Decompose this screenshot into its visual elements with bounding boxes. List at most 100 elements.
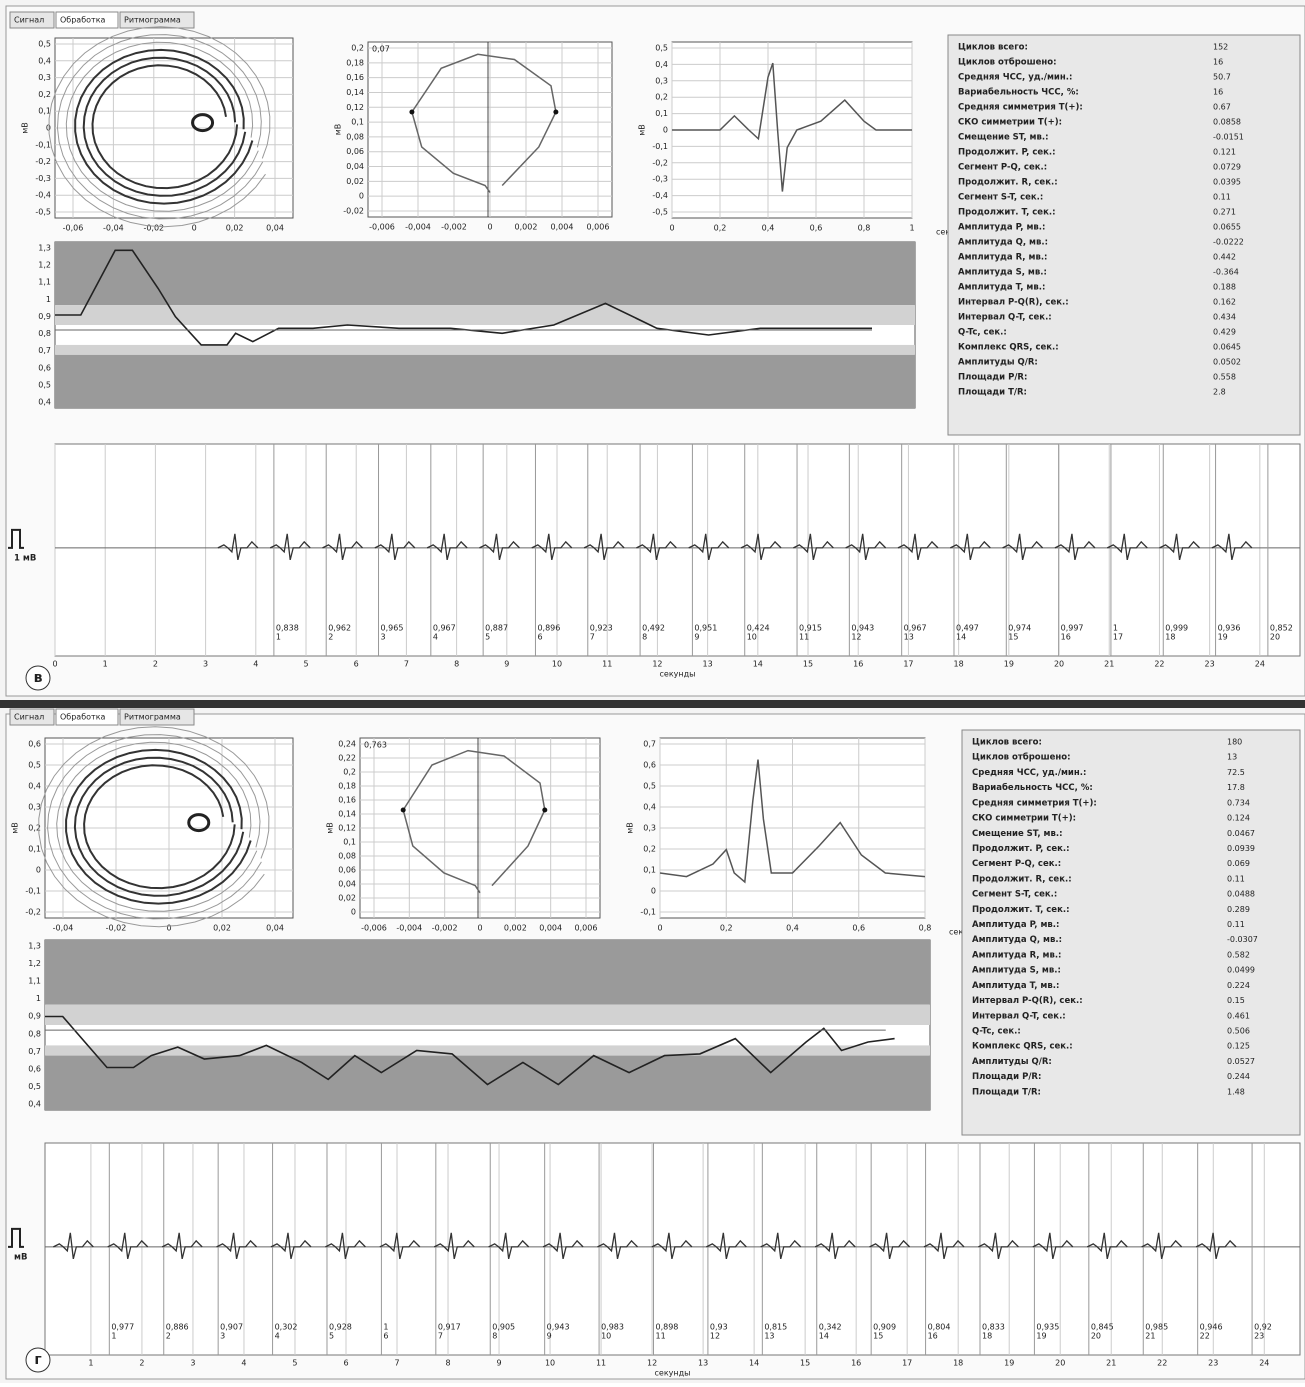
y-tick-label: 0,6 bbox=[28, 740, 41, 749]
interval-value: 0,887 bbox=[485, 624, 508, 633]
y-tick-label: -0,3 bbox=[35, 174, 51, 183]
y-tick-label: 0,6 bbox=[38, 363, 51, 372]
x-tick-label: -0,006 bbox=[361, 924, 387, 933]
interval-value: 0,886 bbox=[166, 1323, 189, 1332]
x-tick-label: 0 bbox=[477, 924, 482, 933]
band bbox=[55, 242, 915, 305]
stat-label: Циклов отброшено: bbox=[972, 752, 1071, 763]
x-tick-label: 0,2 bbox=[720, 924, 733, 933]
x-tick-label: 20 bbox=[1054, 660, 1064, 669]
interval-value: 0,93 bbox=[710, 1323, 728, 1332]
x-tick-label: -0,002 bbox=[432, 924, 458, 933]
x-tick-label: 5 bbox=[303, 660, 308, 669]
y-tick-label: -0,1 bbox=[652, 142, 668, 151]
x-tick-label: 7 bbox=[394, 1359, 399, 1368]
screenshot: СигналОбработкаРитмограмма0,50,40,30,20,… bbox=[0, 0, 1305, 1383]
y-tick-label: 0,5 bbox=[38, 40, 51, 49]
x-tick-label: 0 bbox=[166, 924, 171, 933]
stat-value: 152 bbox=[1213, 43, 1228, 52]
stat-label: Сегмент P-Q, сек.: bbox=[958, 163, 1047, 173]
stat-value: 0.11 bbox=[1227, 920, 1245, 929]
interval-value: 0,935 bbox=[1036, 1323, 1059, 1332]
x-tick-label: 0 bbox=[657, 924, 662, 933]
y-tick-label: 0,08 bbox=[346, 132, 364, 141]
x-tick-label: 1 bbox=[103, 660, 108, 669]
y-tick-label: -0,1 bbox=[25, 887, 41, 896]
stat-label: Комплекс QRS, сек.: bbox=[972, 1042, 1073, 1052]
y-tick-label: 0,7 bbox=[38, 346, 51, 355]
y-tick-label: -0,1 bbox=[35, 140, 51, 149]
stat-value: -0.0307 bbox=[1227, 935, 1258, 944]
y-tick-label: 0,14 bbox=[338, 810, 356, 819]
stat-value: 0.434 bbox=[1213, 313, 1236, 322]
x-tick-label: 23 bbox=[1205, 660, 1215, 669]
interval-index: 12 bbox=[710, 1332, 720, 1341]
interval-index: 1 bbox=[111, 1332, 116, 1341]
y-axis-label: мВ bbox=[11, 822, 20, 834]
interval-value: 0,92 bbox=[1254, 1323, 1272, 1332]
stat-value: 0.069 bbox=[1227, 859, 1250, 868]
x-tick-label: -0,06 bbox=[63, 224, 84, 233]
interval-value: 0,302 bbox=[275, 1323, 298, 1332]
x-tick-label: 24 bbox=[1259, 1359, 1269, 1368]
y-tick-label: 0,4 bbox=[38, 398, 51, 407]
x-tick-label: 0,6 bbox=[852, 924, 865, 933]
x-tick-label: 24 bbox=[1255, 660, 1265, 669]
y-tick-label: 0 bbox=[46, 124, 51, 133]
x-tick-label: 0,002 bbox=[515, 223, 538, 232]
x-tick-label: 16 bbox=[853, 660, 863, 669]
stat-label: Q-Tc, сек.: bbox=[972, 1026, 1021, 1036]
y-axis-label: мВ bbox=[326, 822, 335, 834]
y-tick-label: 0,9 bbox=[38, 312, 51, 321]
x-tick-label: -0,04 bbox=[103, 224, 124, 233]
interval-value: 0,915 bbox=[799, 624, 822, 633]
stat-value: 0.0858 bbox=[1213, 118, 1241, 127]
x-tick-label: 0,4 bbox=[762, 224, 775, 233]
interval-index: 5 bbox=[329, 1332, 334, 1341]
x-tick-label: 0,8 bbox=[858, 224, 871, 233]
x-axis-label: секунды bbox=[655, 1369, 691, 1378]
interval-value: 0,977 bbox=[111, 1323, 134, 1332]
y-tick-label: 0,24 bbox=[338, 740, 356, 749]
stat-value: 0.0729 bbox=[1213, 163, 1241, 172]
y-tick-label: 0,02 bbox=[346, 177, 364, 186]
marker bbox=[401, 808, 406, 813]
x-tick-label: 23 bbox=[1208, 1359, 1218, 1368]
y-tick-label: 1,3 bbox=[38, 244, 51, 253]
interval-index: 11 bbox=[655, 1332, 665, 1341]
y-tick-label: 0,5 bbox=[655, 44, 668, 53]
x-tick-label: 13 bbox=[703, 660, 713, 669]
y-tick-label: 0,22 bbox=[338, 754, 356, 763]
stat-label: Циклов всего: bbox=[958, 43, 1028, 53]
y-tick-label: 0,2 bbox=[38, 90, 51, 99]
stat-value: 0.558 bbox=[1213, 373, 1236, 382]
x-tick-label: 15 bbox=[803, 660, 813, 669]
interval-value: 0,424 bbox=[747, 624, 770, 633]
interval-index: 3 bbox=[220, 1332, 225, 1341]
stat-value: 0.0499 bbox=[1227, 966, 1255, 975]
band bbox=[55, 305, 915, 325]
y-tick-label: 0,02 bbox=[338, 894, 356, 903]
y-tick-label: -0,02 bbox=[343, 207, 364, 216]
tab-label: Ритмограмма bbox=[124, 713, 181, 722]
stat-label: Площади T/R: bbox=[972, 1087, 1041, 1097]
interval-value: 0,838 bbox=[276, 624, 299, 633]
x-tick-label: 9 bbox=[496, 1359, 501, 1368]
y-tick-label: 0,2 bbox=[351, 44, 364, 53]
y-tick-label: 0,5 bbox=[643, 782, 656, 791]
y-tick-label: 0,4 bbox=[38, 56, 51, 65]
y-tick-label: 0,18 bbox=[338, 782, 356, 791]
interval-index: 12 bbox=[851, 633, 861, 642]
interval-index: 1 bbox=[276, 633, 281, 642]
x-tick-label: 0 bbox=[52, 660, 57, 669]
interval-index: 19 bbox=[1036, 1332, 1046, 1341]
stat-value: 0.0395 bbox=[1213, 178, 1241, 187]
x-tick-label: 0,04 bbox=[266, 224, 284, 233]
x-tick-label: 0,02 bbox=[213, 924, 231, 933]
x-tick-label: 6 bbox=[343, 1359, 348, 1368]
y-tick-label: -0,2 bbox=[25, 908, 41, 917]
y-tick-label: 0,1 bbox=[28, 845, 41, 854]
y-tick-label: 0,2 bbox=[343, 768, 356, 777]
y-tick-label: 0 bbox=[359, 192, 364, 201]
stat-label: Амплитуда S, мв.: bbox=[972, 966, 1061, 976]
